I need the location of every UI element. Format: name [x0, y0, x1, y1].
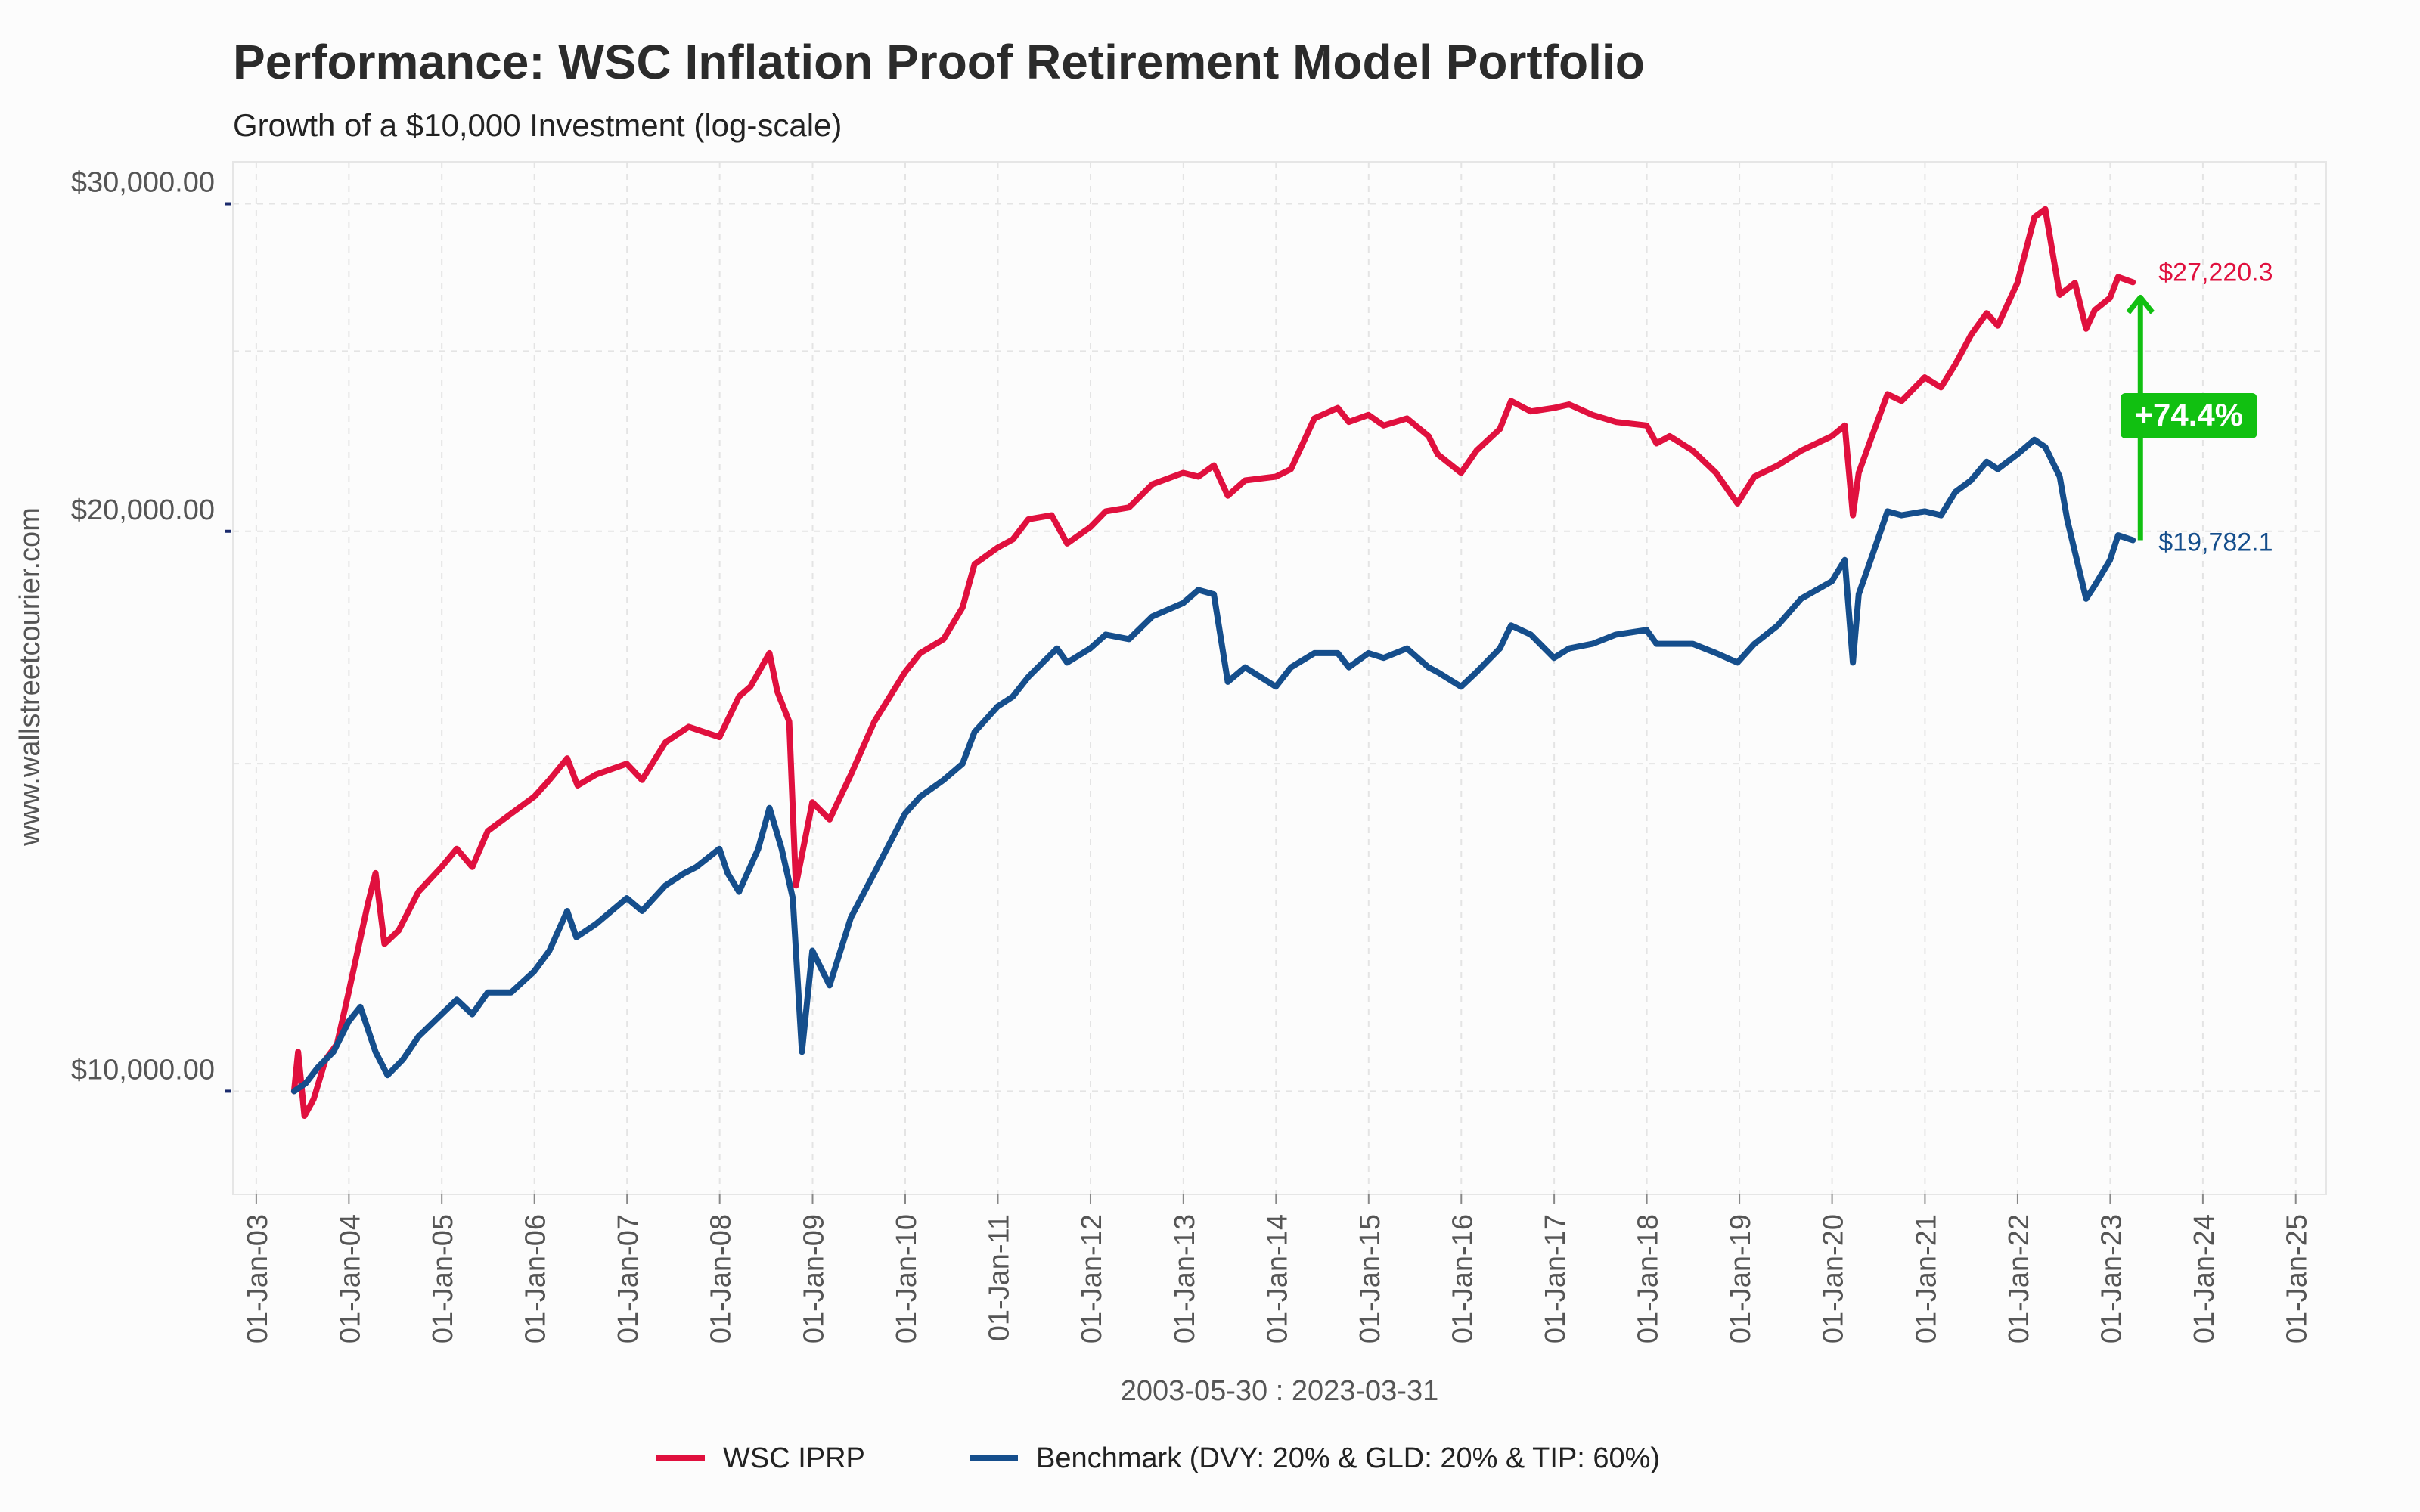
- x-tick-label: 01-Jan-07: [613, 1214, 644, 1343]
- difference-badge-label: +74.4%: [2134, 397, 2243, 432]
- x-tick-label: 01-Jan-08: [706, 1214, 737, 1343]
- difference-badge: [2121, 392, 2257, 438]
- x-tick-label: 01-Jan-22: [2003, 1214, 2035, 1343]
- legend-label-wsc-iprp: WSC IPRP: [723, 1442, 865, 1474]
- y-tick-label: $10,000.00: [71, 1054, 215, 1086]
- x-tick-label: 01-Jan-14: [1261, 1214, 1293, 1343]
- x-axis: 01-Jan-03 01-Jan-04 01-Jan-05 01-Jan-06 01-J…: [242, 1194, 2313, 1343]
- x-tick-label: 01-Jan-05: [427, 1214, 459, 1343]
- x-tick-label: 01-Jan-12: [1076, 1214, 1108, 1343]
- x-axis-title: 2003-05-30 : 2023-03-31: [1121, 1375, 1438, 1407]
- x-tick-label: 01-Jan-09: [799, 1214, 830, 1343]
- x-tick-label: 01-Jan-23: [2096, 1214, 2127, 1343]
- end-value-labels: $27,220.3 $19,782.1: [2158, 258, 2273, 556]
- x-tick-label: 01-Jan-11: [983, 1214, 1015, 1341]
- x-tick-label: 01-Jan-03: [242, 1214, 274, 1343]
- legend: WSC IPRP Benchmark (DVY: 20% & GLD: 20% &…: [656, 1442, 1660, 1474]
- arrow-head: [2126, 294, 2155, 314]
- x-tick-label: 01-Jan-20: [1818, 1214, 1850, 1343]
- x-tick-label: 01-Jan-24: [2189, 1214, 2220, 1343]
- series-lines: [290, 206, 2136, 1119]
- x-tick-label: 01-Jan-16: [1447, 1214, 1478, 1343]
- y-tick-label: $20,000.00: [71, 494, 215, 526]
- difference-annotation: +74.4%: [2121, 294, 2257, 541]
- end-value-label-benchmark: $19,782.1: [2158, 528, 2273, 556]
- legend-label-benchmark: Benchmark (DVY: 20% & GLD: 20% & TIP: 60…: [1036, 1442, 1660, 1474]
- y-axis: $10,000.00 $20,000.00 $30,000.00: [71, 167, 231, 1093]
- gridlines: [233, 162, 2326, 1194]
- y-tick-label: $30,000.00: [71, 167, 215, 199]
- x-tick-label: 01-Jan-04: [334, 1214, 366, 1343]
- x-tick-label: 01-Jan-18: [1633, 1214, 1665, 1343]
- x-tick-label: 01-Jan-13: [1169, 1214, 1201, 1343]
- x-tick-label: 01-Jan-06: [520, 1214, 552, 1343]
- chart-title: Performance: WSC Inflation Proof Retirem…: [233, 35, 1645, 89]
- end-value-label-wsc-iprp: $27,220.3: [2158, 258, 2273, 287]
- x-tick-label: 01-Jan-19: [1725, 1214, 1757, 1343]
- chart-subtitle: Growth of a $10,000 Investment (log-scal…: [233, 107, 842, 143]
- x-tick-label: 01-Jan-25: [2282, 1214, 2313, 1343]
- x-tick-label: 01-Jan-17: [1540, 1214, 1571, 1343]
- x-tick-label: 01-Jan-21: [1910, 1214, 1942, 1343]
- series-line-benchmark: [290, 436, 2136, 1095]
- x-tick-label: 01-Jan-10: [891, 1214, 923, 1343]
- series-line-wsc-iprp: [290, 206, 2136, 1119]
- x-tick-label: 01-Jan-15: [1354, 1214, 1386, 1343]
- watermark-label: www.wallstreetcourier.com: [14, 507, 46, 847]
